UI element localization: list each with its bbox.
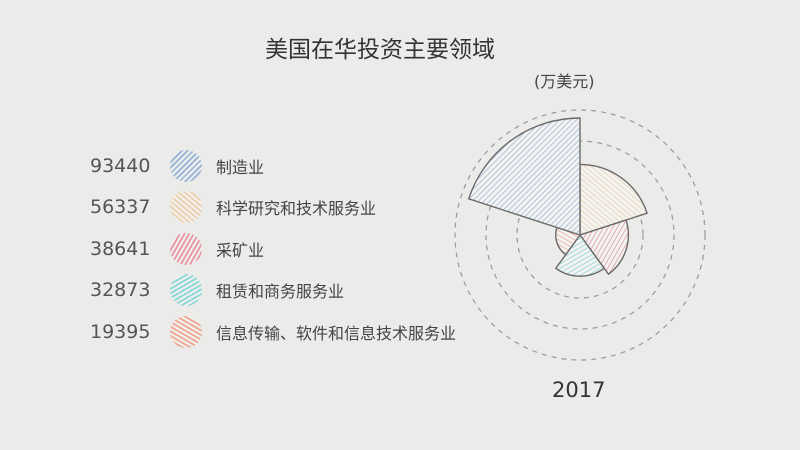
legend-swatch <box>170 232 202 265</box>
legend-swatch <box>170 149 202 182</box>
grid-circle <box>516 171 644 299</box>
legend-item: 56337 科学研究和技术服务业 <box>90 187 456 229</box>
legend-label: 制造业 <box>216 157 265 177</box>
legend-value: 93440 <box>90 154 151 177</box>
rose-slice <box>554 233 606 277</box>
legend-item: 19395 信息传输、软件和信息技术服务业 <box>90 311 456 353</box>
rose-slice <box>578 219 630 276</box>
chart-title: 美国在华投资主要领域 <box>265 37 495 63</box>
year-label: 2017 <box>552 378 606 402</box>
legend-swatch <box>170 315 202 348</box>
legend-item: 32873 租赁和商务服务业 <box>90 270 456 312</box>
legend-swatch <box>170 274 202 307</box>
legend-value: 38641 <box>90 237 151 260</box>
legend-value: 19395 <box>90 320 151 343</box>
unit-label: (万美元) <box>534 72 595 91</box>
legend-label: 租赁和商务服务业 <box>216 282 345 302</box>
grid-circle <box>454 109 706 361</box>
legend-label: 科学研究和技术服务业 <box>216 199 377 219</box>
legend-item: 38641 采矿业 <box>90 228 456 270</box>
legend-label: 采矿业 <box>216 240 265 260</box>
legend-swatch <box>170 191 202 224</box>
rose-slice <box>579 163 648 236</box>
rose-slice <box>467 117 581 236</box>
legend-item: 93440 制造业 <box>90 145 456 187</box>
legend-value: 56337 <box>90 196 151 219</box>
legend-label: 信息传输、软件和信息技术服务业 <box>216 323 457 343</box>
legend: 93440 制造业 56337 科学研究和技术服务业 38641 采矿业 32873 租… <box>90 145 456 353</box>
legend-value: 32873 <box>90 279 151 302</box>
